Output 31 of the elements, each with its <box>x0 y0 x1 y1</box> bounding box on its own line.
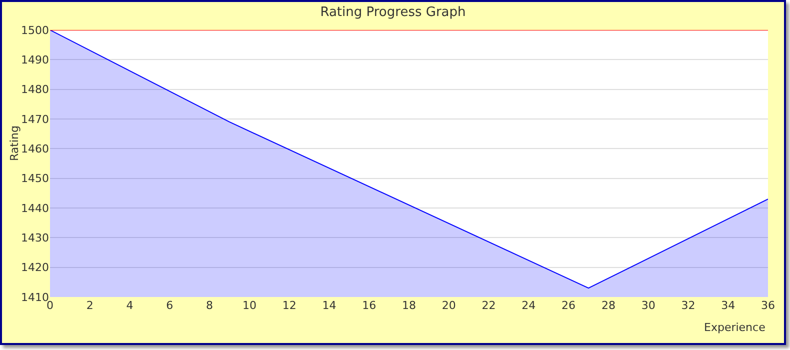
x-tick-label: 16 <box>362 299 376 312</box>
y-tick-label: 1440 <box>21 202 49 215</box>
x-tick-label: 4 <box>126 299 134 312</box>
x-tick-label: 30 <box>641 299 656 312</box>
x-tick-label: 8 <box>206 299 214 312</box>
y-tick-label: 1450 <box>21 172 49 186</box>
x-tick-label: 18 <box>402 299 416 312</box>
chart-title: Rating Progress Graph <box>320 5 466 20</box>
y-tick-label: 1500 <box>21 24 49 37</box>
y-tick-label: 1460 <box>21 142 49 156</box>
x-tick-label: 22 <box>482 299 496 312</box>
x-tick-label: 0 <box>46 299 54 312</box>
y-axis-title: Rating <box>8 126 21 161</box>
x-axis-title: Experience <box>704 321 766 334</box>
x-tick-label: 28 <box>601 299 616 312</box>
x-tick-label: 12 <box>282 299 296 312</box>
x-tick-label: 36 <box>761 299 775 312</box>
x-tick-label: 34 <box>721 299 736 312</box>
x-tick-label: 32 <box>681 299 696 312</box>
x-tick-label: 6 <box>166 299 174 312</box>
y-tick-label: 1470 <box>21 112 49 126</box>
x-tick-label: 24 <box>522 299 536 312</box>
y-tick-label: 1430 <box>21 232 49 245</box>
x-tick-label: 2 <box>86 299 94 312</box>
x-tick-label: 26 <box>562 299 576 312</box>
x-tick-label: 20 <box>442 299 456 312</box>
y-tick-label: 1420 <box>21 261 49 274</box>
y-tick-label: 1490 <box>21 54 49 67</box>
x-tick-label: 14 <box>322 299 336 312</box>
y-tick-label: 1480 <box>21 83 49 96</box>
x-tick-label: 10 <box>242 299 256 312</box>
